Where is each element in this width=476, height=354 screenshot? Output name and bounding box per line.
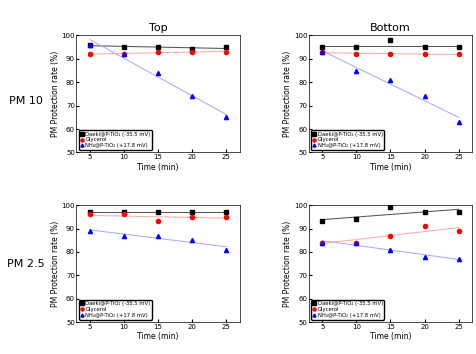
Y-axis label: PM Protection rate (%): PM Protection rate (%) <box>283 221 292 307</box>
Y-axis label: PM Protection rate (%): PM Protection rate (%) <box>51 221 60 307</box>
Text: PM 10: PM 10 <box>9 96 43 106</box>
Legend: Daeki@P-TiO₂ (-35.5 mV), Glycerol, NH₄@P-TiO₂ (+17.8 mV): Daeki@P-TiO₂ (-35.5 mV), Glycerol, NH₄@P… <box>79 130 152 150</box>
Legend: Daeki@P-TiO₂ (-35.5 mV), Glycerol, NH₄@P-TiO₂ (+17.8 mV): Daeki@P-TiO₂ (-35.5 mV), Glycerol, NH₄@P… <box>79 300 152 320</box>
X-axis label: Time (min): Time (min) <box>369 162 410 172</box>
Title: Bottom: Bottom <box>369 23 410 33</box>
X-axis label: Time (min): Time (min) <box>137 332 178 341</box>
Text: PM 2.5: PM 2.5 <box>8 259 45 269</box>
Legend: Daeki@P-TiO₂ (-35.5 mV), Glycerol, NH₄@P-TiO₂ (+17.8 mV): Daeki@P-TiO₂ (-35.5 mV), Glycerol, NH₄@P… <box>311 130 384 150</box>
Y-axis label: PM Protection rate (%): PM Protection rate (%) <box>283 51 292 137</box>
X-axis label: Time (min): Time (min) <box>137 162 178 172</box>
Title: Top: Top <box>149 23 167 33</box>
Legend: Daeki@P-TiO₂ (-35.5 mV), Glycerol, NH₄@P-TiO₂ (+17.8 mV): Daeki@P-TiO₂ (-35.5 mV), Glycerol, NH₄@P… <box>311 300 384 320</box>
Y-axis label: PM Protection rate (%): PM Protection rate (%) <box>51 51 60 137</box>
X-axis label: Time (min): Time (min) <box>369 332 410 341</box>
